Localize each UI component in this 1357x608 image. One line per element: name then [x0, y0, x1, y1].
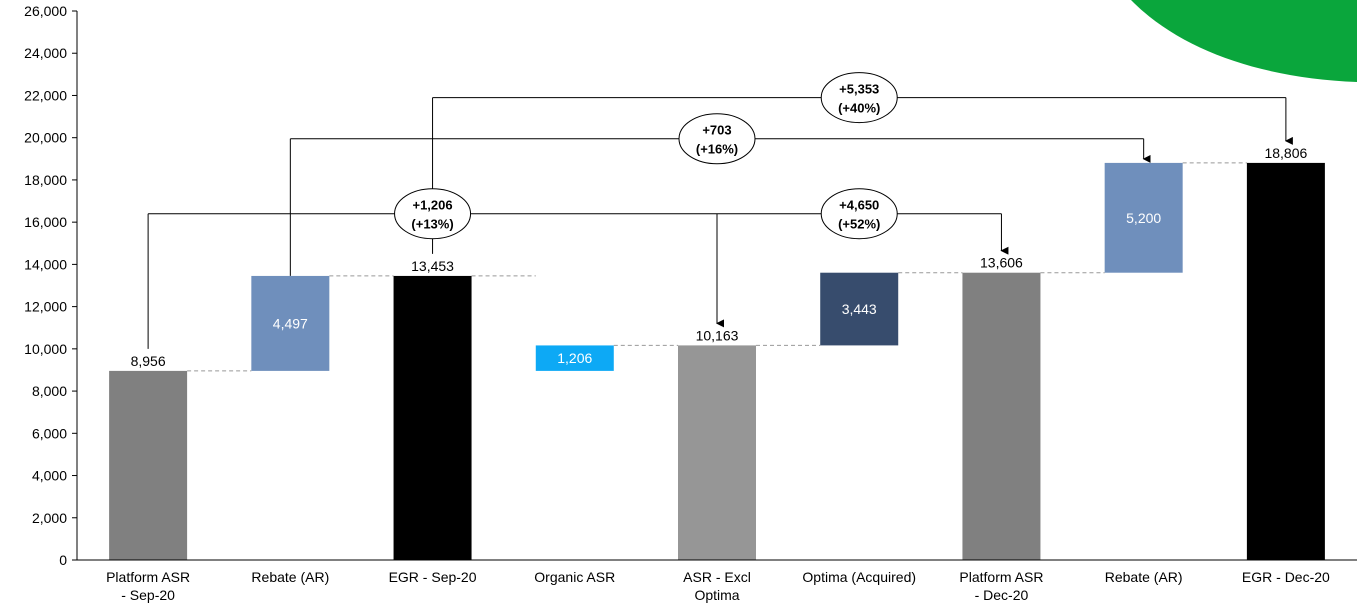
x-category-label: Platform ASR: [959, 569, 1043, 585]
y-tick-label: 20,000: [24, 130, 67, 146]
y-tick-label: 10,000: [24, 341, 67, 357]
annotation-badge: [394, 188, 472, 240]
y-tick-label: 26,000: [24, 3, 67, 19]
data-label: 1,206: [557, 350, 592, 366]
x-category-label: Organic ASR: [534, 569, 615, 585]
y-tick-label: 2,000: [32, 510, 67, 526]
data-label: 10,163: [696, 327, 739, 343]
y-tick-label: 8,000: [32, 383, 67, 399]
annotation-badge: [820, 188, 898, 240]
y-tick-label: 12,000: [24, 299, 67, 315]
x-category-label: Rebate (AR): [1105, 569, 1183, 585]
data-label: 13,606: [980, 255, 1023, 271]
y-tick-label: 22,000: [24, 87, 67, 103]
x-category-label: EGR - Sep-20: [389, 569, 477, 585]
data-label: 3,443: [842, 301, 877, 317]
x-category-label: Optima: [694, 587, 739, 603]
y-tick-label: 16,000: [24, 214, 67, 230]
bar: [251, 275, 330, 371]
annotation-badge: [678, 113, 756, 165]
y-tick-label: 18,000: [24, 172, 67, 188]
y-tick-label: 6,000: [32, 425, 67, 441]
data-label: 8,956: [131, 353, 166, 369]
bar: [678, 345, 756, 560]
x-category-label: Optima (Acquired): [802, 569, 916, 585]
data-label: 18,806: [1264, 145, 1307, 161]
bar: [962, 272, 1041, 560]
brand-swoosh-graphic: [1131, 0, 1357, 82]
x-category-label: Rebate (AR): [251, 569, 329, 585]
annotation-label: +4,650: [839, 198, 879, 213]
annotation-label: (+16%): [696, 142, 738, 157]
y-tick-label: 14,000: [24, 256, 67, 272]
bar: [820, 272, 899, 346]
bar: [535, 345, 614, 371]
bar: [393, 275, 472, 560]
annotation-label: +5,353: [839, 82, 879, 97]
x-category-label: ASR - Excl: [683, 569, 751, 585]
annotation-label: (+13%): [411, 217, 453, 232]
annotation-label: (+52%): [838, 217, 880, 232]
x-category-label: Platform ASR: [106, 569, 190, 585]
data-label: 5,200: [1126, 210, 1161, 226]
bar: [1104, 162, 1183, 273]
annotation-label: (+40%): [838, 101, 880, 116]
annotation-label: +1,206: [412, 198, 452, 213]
bar: [109, 370, 188, 560]
annotation-badge: [820, 72, 898, 124]
y-tick-label: 0: [59, 552, 67, 568]
y-tick-label: 4,000: [32, 468, 67, 484]
data-label: 13,453: [411, 258, 454, 274]
data-label: 4,497: [273, 315, 308, 331]
x-category-label: EGR - Dec-20: [1242, 569, 1330, 585]
y-tick-label: 24,000: [24, 45, 67, 61]
annotation-label: +703: [702, 123, 731, 138]
x-category-label: - Dec-20: [975, 587, 1029, 603]
bar: [1246, 162, 1325, 560]
x-category-label: - Sep-20: [121, 587, 175, 603]
